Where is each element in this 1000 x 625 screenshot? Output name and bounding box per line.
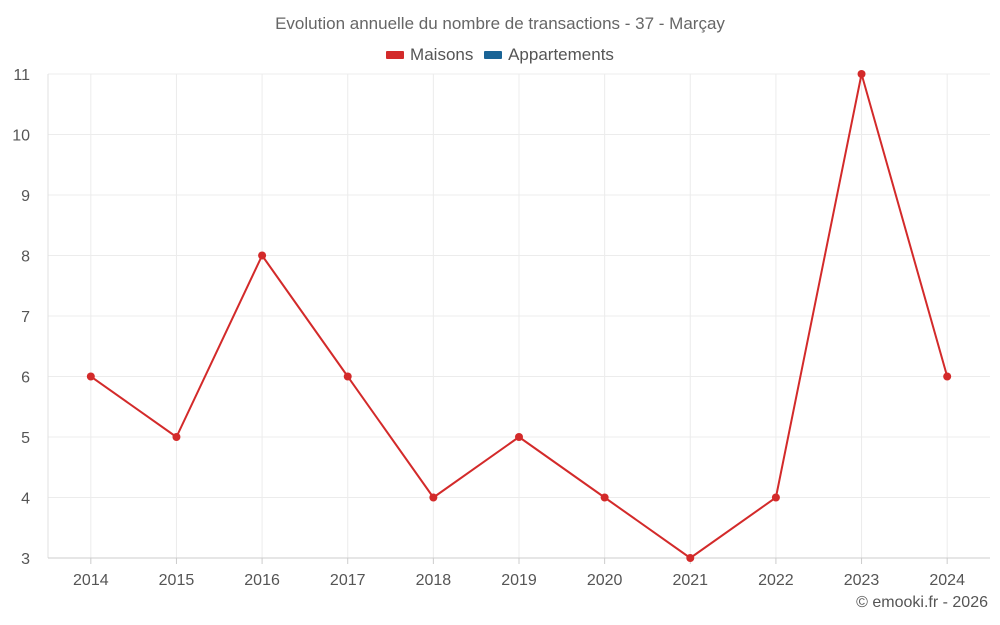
x-tick-label: 2023 xyxy=(844,572,880,589)
y-tick-label: 11 xyxy=(13,67,30,84)
x-tick-label: 2016 xyxy=(244,572,280,589)
data-point xyxy=(771,493,780,502)
y-tick-label: 8 xyxy=(21,249,30,266)
data-point xyxy=(515,433,523,441)
x-tick-label: 2019 xyxy=(501,572,537,589)
credit-text: © emooki.fr - 2026 xyxy=(856,594,988,611)
x-tick-label: 2022 xyxy=(758,572,794,589)
x-tick-label: 2014 xyxy=(73,572,109,589)
data-point xyxy=(258,251,267,260)
x-tick-label: 2021 xyxy=(672,572,708,589)
y-tick-label: 4 xyxy=(21,491,30,508)
y-tick-label: 7 xyxy=(21,309,30,326)
data-point xyxy=(686,554,695,562)
x-tick-label: 2024 xyxy=(929,572,965,589)
data-point xyxy=(857,70,866,78)
legend-label-maisons: Maisons xyxy=(410,45,474,64)
y-tick-label: 6 xyxy=(21,370,30,387)
data-point xyxy=(172,433,181,441)
y-tick-label: 5 xyxy=(21,430,30,447)
legend-item-maisons[interactable]: Maisons xyxy=(386,45,473,65)
data-point xyxy=(600,493,609,502)
data-point xyxy=(429,493,438,502)
chart-title: Evolution annuelle du nombre de transact… xyxy=(275,14,725,33)
legend-swatch-maisons xyxy=(386,51,405,59)
legend-item-appartements[interactable]: Appartements xyxy=(484,45,614,65)
legend-swatch-appartements xyxy=(484,51,503,59)
data-point xyxy=(343,372,352,381)
x-tick-label: 2018 xyxy=(416,572,452,589)
x-tick-label: 2020 xyxy=(587,572,623,589)
x-tick-label: 2015 xyxy=(159,572,195,589)
legend-label-appartements: Appartements xyxy=(508,45,614,64)
chart-legend: Maisons Appartements xyxy=(0,44,1000,65)
data-point xyxy=(86,372,95,381)
data-point xyxy=(943,372,952,381)
y-tick-label: 3 xyxy=(21,551,30,568)
y-tick-label: 9 xyxy=(21,188,30,205)
y-tick-label: 10 xyxy=(12,128,30,145)
x-tick-label: 2017 xyxy=(330,572,366,589)
